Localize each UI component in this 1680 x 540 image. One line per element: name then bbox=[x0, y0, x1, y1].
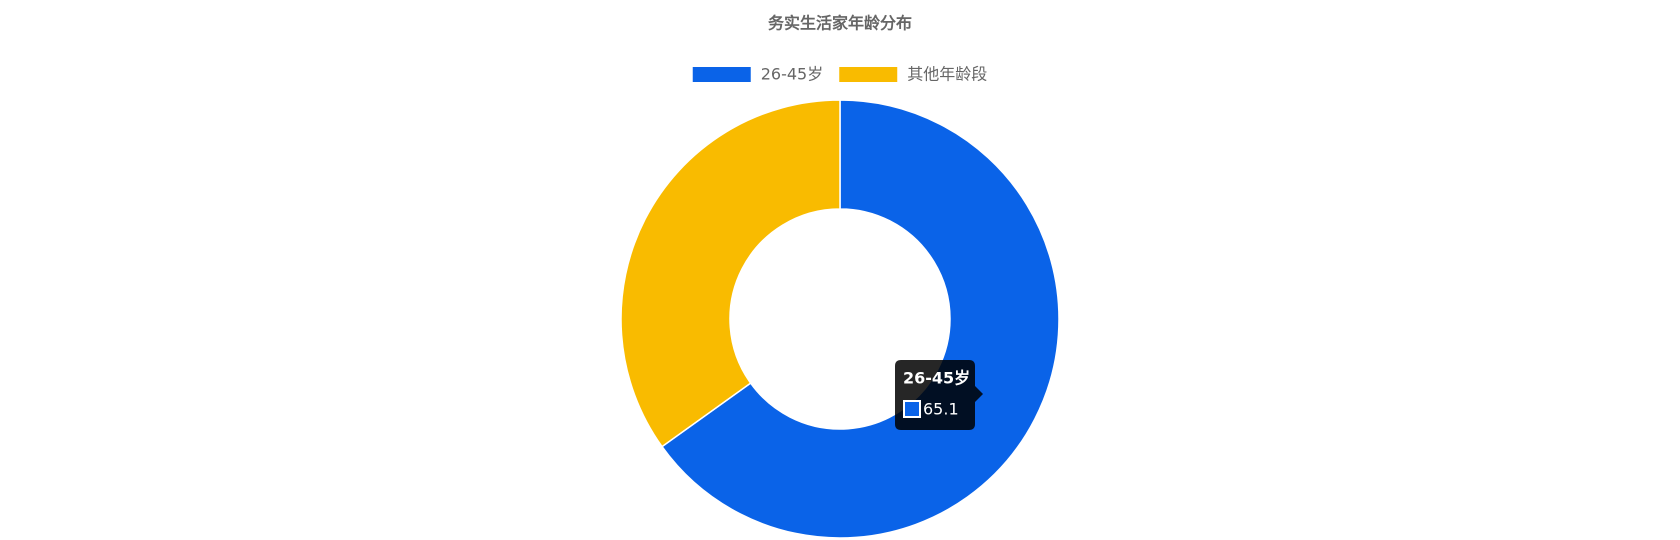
legend-label[interactable]: 其他年龄段 bbox=[907, 65, 987, 84]
chart-title: 务实生活家年龄分布 bbox=[768, 14, 912, 33]
tooltip-title: 26-45岁 bbox=[903, 369, 970, 388]
tooltip-value: 65.1 bbox=[923, 400, 959, 419]
legend-label[interactable]: 26-45岁 bbox=[761, 65, 824, 84]
tooltip: 26-45岁 65.1 bbox=[895, 360, 983, 430]
legend: 26-45岁 其他年龄段 bbox=[692, 65, 987, 84]
legend-swatch[interactable] bbox=[839, 67, 898, 82]
tooltip-swatch bbox=[903, 400, 921, 418]
legend-swatch[interactable] bbox=[692, 67, 751, 82]
doughnut bbox=[620, 99, 1060, 539]
slice[interactable] bbox=[620, 99, 841, 448]
